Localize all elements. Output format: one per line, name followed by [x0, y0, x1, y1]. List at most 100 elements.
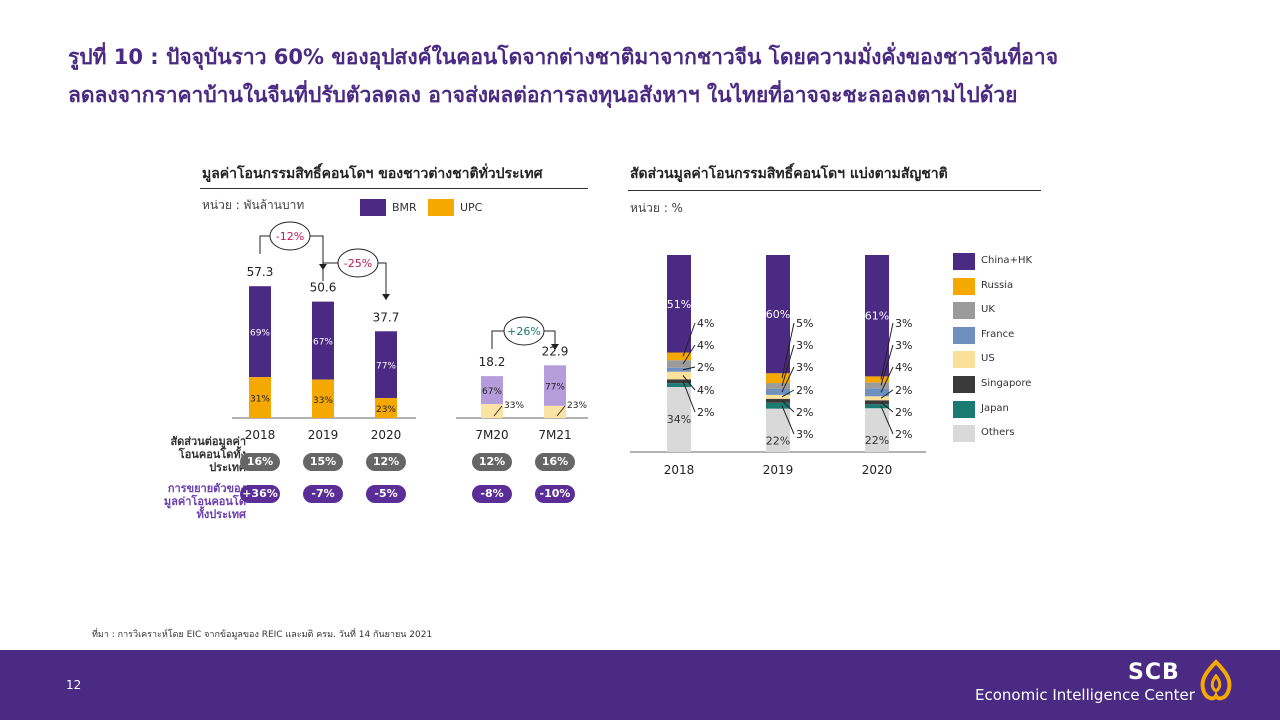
legend-swatch-japan — [953, 400, 975, 418]
legend-swatch-upc — [428, 199, 454, 216]
label-us-2018: 4% — [697, 384, 714, 397]
legend-label-chinahk: China+HK — [981, 255, 1033, 266]
seg-chinahk-2020 — [865, 255, 889, 377]
leader-uk-2018 — [682, 344, 696, 365]
growth-pill-7M20: -8% — [472, 485, 512, 503]
bmr-share-2018: 69% — [250, 329, 270, 339]
legend-swatch-france — [953, 326, 975, 344]
leader-singapore-2020 — [880, 401, 894, 413]
leader-russia-2018 — [682, 322, 696, 357]
share-pill-2019: 15% — [303, 453, 343, 471]
growth-pill-2019: -7% — [303, 485, 343, 503]
label-china-2018: 51% — [667, 298, 691, 311]
right-chart-unit: หน่วย : % — [630, 201, 683, 215]
seg-russia-2018 — [667, 352, 691, 361]
share-label-line-1: สัดส่วนต่อมูลค่า — [170, 435, 246, 448]
leader-singapore-2018 — [682, 381, 696, 413]
upc-share-2020: 23% — [376, 405, 396, 415]
legend-label-upc: UPC — [460, 201, 483, 214]
leader-us-2018 — [682, 375, 696, 391]
label-japan-2019: 3% — [796, 428, 813, 441]
seg-japan-2018 — [667, 383, 691, 387]
slide-title-line-2: ลดลงจากราคาบ้านในจีนที่ปรับตัวลดลง อาจส่… — [68, 83, 1018, 107]
leader-singapore-2019 — [781, 400, 795, 413]
leader-us-2019 — [781, 389, 795, 398]
label-japan-2020: 2% — [895, 428, 912, 441]
bar-bmr-2018 — [249, 286, 271, 378]
change-arrowhead-2 — [551, 344, 559, 350]
bmr-share-2020: 77% — [376, 362, 396, 372]
right-x-tick-2020: 2020 — [862, 463, 893, 477]
change-bubble-2 — [503, 316, 545, 346]
label-france-2019: 3% — [796, 361, 813, 374]
label-russia-2018: 4% — [697, 317, 714, 330]
legend-label-russia: Russia — [981, 279, 1014, 291]
label-france-2020: 4% — [895, 361, 912, 374]
growth-label-line-2: มูลค่าโอนคอนโด — [163, 495, 246, 508]
seg-france-2020 — [865, 388, 889, 397]
leader-us-2020 — [880, 389, 894, 399]
change-arrowhead-1 — [382, 294, 390, 300]
bmr-share-7M21: 77% — [545, 383, 565, 393]
change-label-0: -12% — [276, 230, 304, 243]
total-label-7M21: 22.9 — [542, 344, 569, 358]
seg-singapore-2018 — [667, 379, 691, 384]
legend-label-others: Others — [981, 427, 1015, 439]
seg-us-2018 — [667, 371, 691, 380]
seg-uk-2019 — [766, 383, 790, 389]
seg-japan-2020 — [865, 404, 889, 409]
seg-chinahk-2018 — [667, 255, 691, 353]
seg-france-2019 — [766, 388, 790, 395]
seg-russia-2020 — [865, 376, 889, 383]
label-uk-2020: 3% — [895, 339, 912, 352]
bar-upc-7M20 — [481, 404, 503, 418]
label-russia-2019: 5% — [796, 317, 813, 330]
legend-swatch-chinahk — [953, 253, 975, 270]
brand-eic: Economic Intelligence Center — [975, 686, 1195, 704]
change-bubble-1 — [337, 248, 379, 278]
scb-logo-icon — [1200, 659, 1232, 701]
bar-bmr-7M20 — [481, 376, 503, 405]
legend-label-bmr: BMR — [392, 201, 417, 214]
label-russia-2020: 3% — [895, 317, 912, 330]
seg-uk-2018 — [667, 360, 691, 368]
share-label-line-3: ประเทศ — [209, 461, 246, 474]
left-chart-rule — [200, 188, 588, 189]
legend-swatch-singapore — [953, 376, 975, 393]
legend-label-us: US — [981, 353, 995, 365]
page-number: 12 — [66, 678, 82, 692]
label-uk-2019: 3% — [796, 339, 813, 352]
share-pill-7M20: 12% — [472, 453, 512, 471]
total-label-2020: 37.7 — [373, 310, 400, 324]
label-singapore-2019: 2% — [796, 406, 813, 419]
share-of-total-label: สัดส่วนต่อมูลค่า โอนคอนโดทั้ง ประเทศ — [150, 435, 246, 474]
label-singapore-2018: 2% — [697, 406, 714, 419]
footer-bar — [0, 650, 1280, 720]
change-label-1: -25% — [344, 257, 372, 270]
bmr-share-2019: 67% — [313, 338, 333, 348]
leader-france-2019 — [781, 366, 795, 393]
bar-upc-2020 — [375, 398, 397, 418]
brand-scb: SCB — [1128, 660, 1180, 685]
leader-russia-2019 — [781, 322, 795, 379]
upc-share-7M20: 33% — [504, 401, 524, 411]
right-x-tick-2018: 2018 — [664, 463, 695, 477]
x-tick-2019: 2019 — [308, 428, 339, 442]
left-chart-title: มูลค่าโอนกรรมสิทธิ์คอนโดฯ ของชาวต่างชาติ… — [202, 166, 543, 182]
legend-swatch-others — [953, 425, 975, 443]
label-france-2018: 2% — [697, 361, 714, 374]
bar-upc-7M21 — [544, 405, 566, 418]
growth-pill-2020: -5% — [366, 485, 406, 503]
label-us-2020: 2% — [895, 384, 912, 397]
legend-label-france: France — [981, 328, 1015, 340]
leader-uk-2020 — [880, 344, 894, 386]
bar-bmr-7M21 — [544, 365, 566, 406]
growth-label-line-1: การขยายตัวของ — [167, 482, 246, 495]
upc-leader-7M21 — [556, 405, 566, 417]
share-pill-7M21: 16% — [535, 453, 575, 471]
leader-france-2020 — [880, 366, 894, 393]
leader-russia-2020 — [880, 322, 894, 380]
label-us-2019: 2% — [796, 384, 813, 397]
leader-uk-2019 — [781, 344, 795, 387]
